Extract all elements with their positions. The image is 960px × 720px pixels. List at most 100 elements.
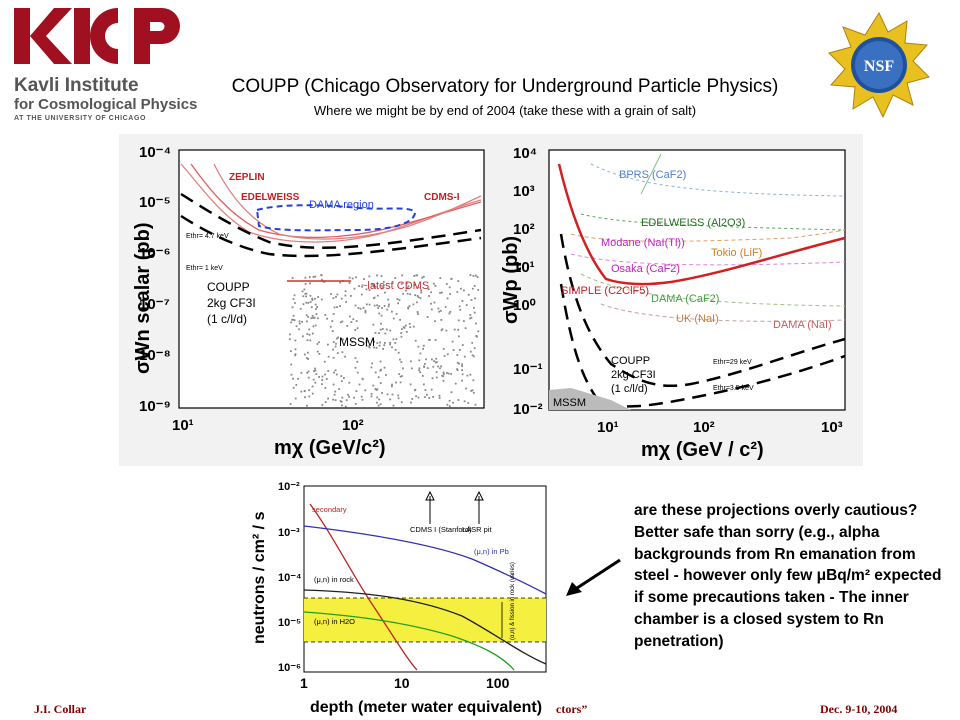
mssm-point [370,393,373,395]
zeplin-label: ZEPLIN [229,172,265,183]
mssm-point [318,341,320,344]
mssm-point [452,349,455,351]
rock-label: (μ,n) in rock [314,575,354,584]
x-axis-label: mχ (GeV/c²) [274,437,386,459]
ytick-label: 10⁻⁷ [139,296,170,313]
mssm-point [394,348,397,351]
mssm-point [421,375,424,377]
coupp-label: COUPP [611,355,650,367]
plot-frame [548,149,846,411]
rock-curve [303,589,547,665]
mssm-point [375,347,378,349]
mssm-point [309,294,312,297]
sigma-wp-plot: 10⁴ 10³ 10² 10¹ 10⁰ 10⁻¹ 10⁻² 10¹ 10² 10… [500,145,846,461]
mssm-point [376,274,378,277]
mssm-point [321,404,324,406]
mssm-point [311,299,314,301]
mssm-point [439,309,442,312]
mssm-point [464,327,467,330]
mssm-point [463,289,465,292]
mssm-point [430,291,432,294]
mssm-point [293,294,296,297]
mssm-point [398,299,401,302]
mssm-point [402,292,404,295]
mssm-point [307,316,309,318]
mssm-point [377,376,380,379]
mssm-point [409,383,412,386]
mssm-point [314,303,317,306]
coupp-curve-high [180,192,482,250]
mssm-point [311,392,314,395]
mssm-point [384,332,387,335]
mssm-point [301,290,304,293]
mssm-point [352,318,355,321]
slide-subtitle: Where we might be by end of 2004 (take t… [313,103,697,118]
mssm-point [397,302,399,305]
mssm-point [434,285,437,287]
mssm-point [314,369,317,372]
mssm-point [311,332,314,335]
cdms-label: CDMS I (Stanford) [410,525,472,534]
mssm-point [413,389,416,392]
mssm-point [298,320,301,323]
mssm-point [420,289,422,292]
mssm-point [391,280,394,283]
nsf-logo: NSF [828,11,930,119]
cdms-curve [213,163,482,240]
secondary-curve [309,503,418,671]
mssm-point [379,382,382,384]
mssm-point [303,288,306,291]
mssm-point [347,393,349,396]
mssm-point [354,329,357,331]
mssm-point [305,292,308,295]
mssm-point [409,293,411,296]
ytick-label: 10⁴ [513,145,537,162]
coupp-rate-label: (1 c/l/d) [611,383,648,395]
mssm-point [417,313,419,315]
mssm-point [402,326,405,328]
mssm-point [350,295,352,297]
mssm-point [321,379,324,381]
mssm-point [380,275,383,277]
mssm-point [434,320,436,323]
mssm-point [389,343,391,346]
mssm-point [410,367,413,370]
mssm-point [341,338,344,341]
mssm-point [473,347,476,350]
mssm-point [391,310,393,313]
mssm-point [292,318,295,321]
h2o-label: (μ,n) in H2O [314,617,355,626]
mssm-point [379,341,381,344]
mssm-point [469,314,472,316]
mssm-point [442,375,445,378]
mssm-point [472,391,475,394]
mssm-point [314,367,316,370]
mssm-point [384,342,386,344]
xtick-label: 1 [300,675,308,691]
mssm-point [466,374,469,377]
mssm-point [477,330,480,333]
mssm-point [469,350,472,353]
mssm-point [357,307,360,309]
mssm-point [354,403,357,405]
mssm-point [310,306,313,308]
mssm-point [428,397,431,399]
mssm-point [423,365,425,368]
mssm-point [378,332,380,334]
mssm-point [339,305,341,307]
mssm-point [395,381,397,384]
mssm-point [305,295,307,298]
mssm-point [406,287,409,289]
mssm-point [304,283,307,285]
mssm-point [396,298,399,300]
mssm-point [461,344,464,346]
mssm-point [385,328,388,331]
mssm-point [437,307,440,310]
mssm-point [306,339,309,342]
mssm-point [308,389,310,392]
mssm-point [409,326,412,329]
mssm-point [312,317,314,319]
xtick-label: 10 [394,675,410,691]
mssm-point [377,307,380,309]
mssm-point [457,319,460,322]
